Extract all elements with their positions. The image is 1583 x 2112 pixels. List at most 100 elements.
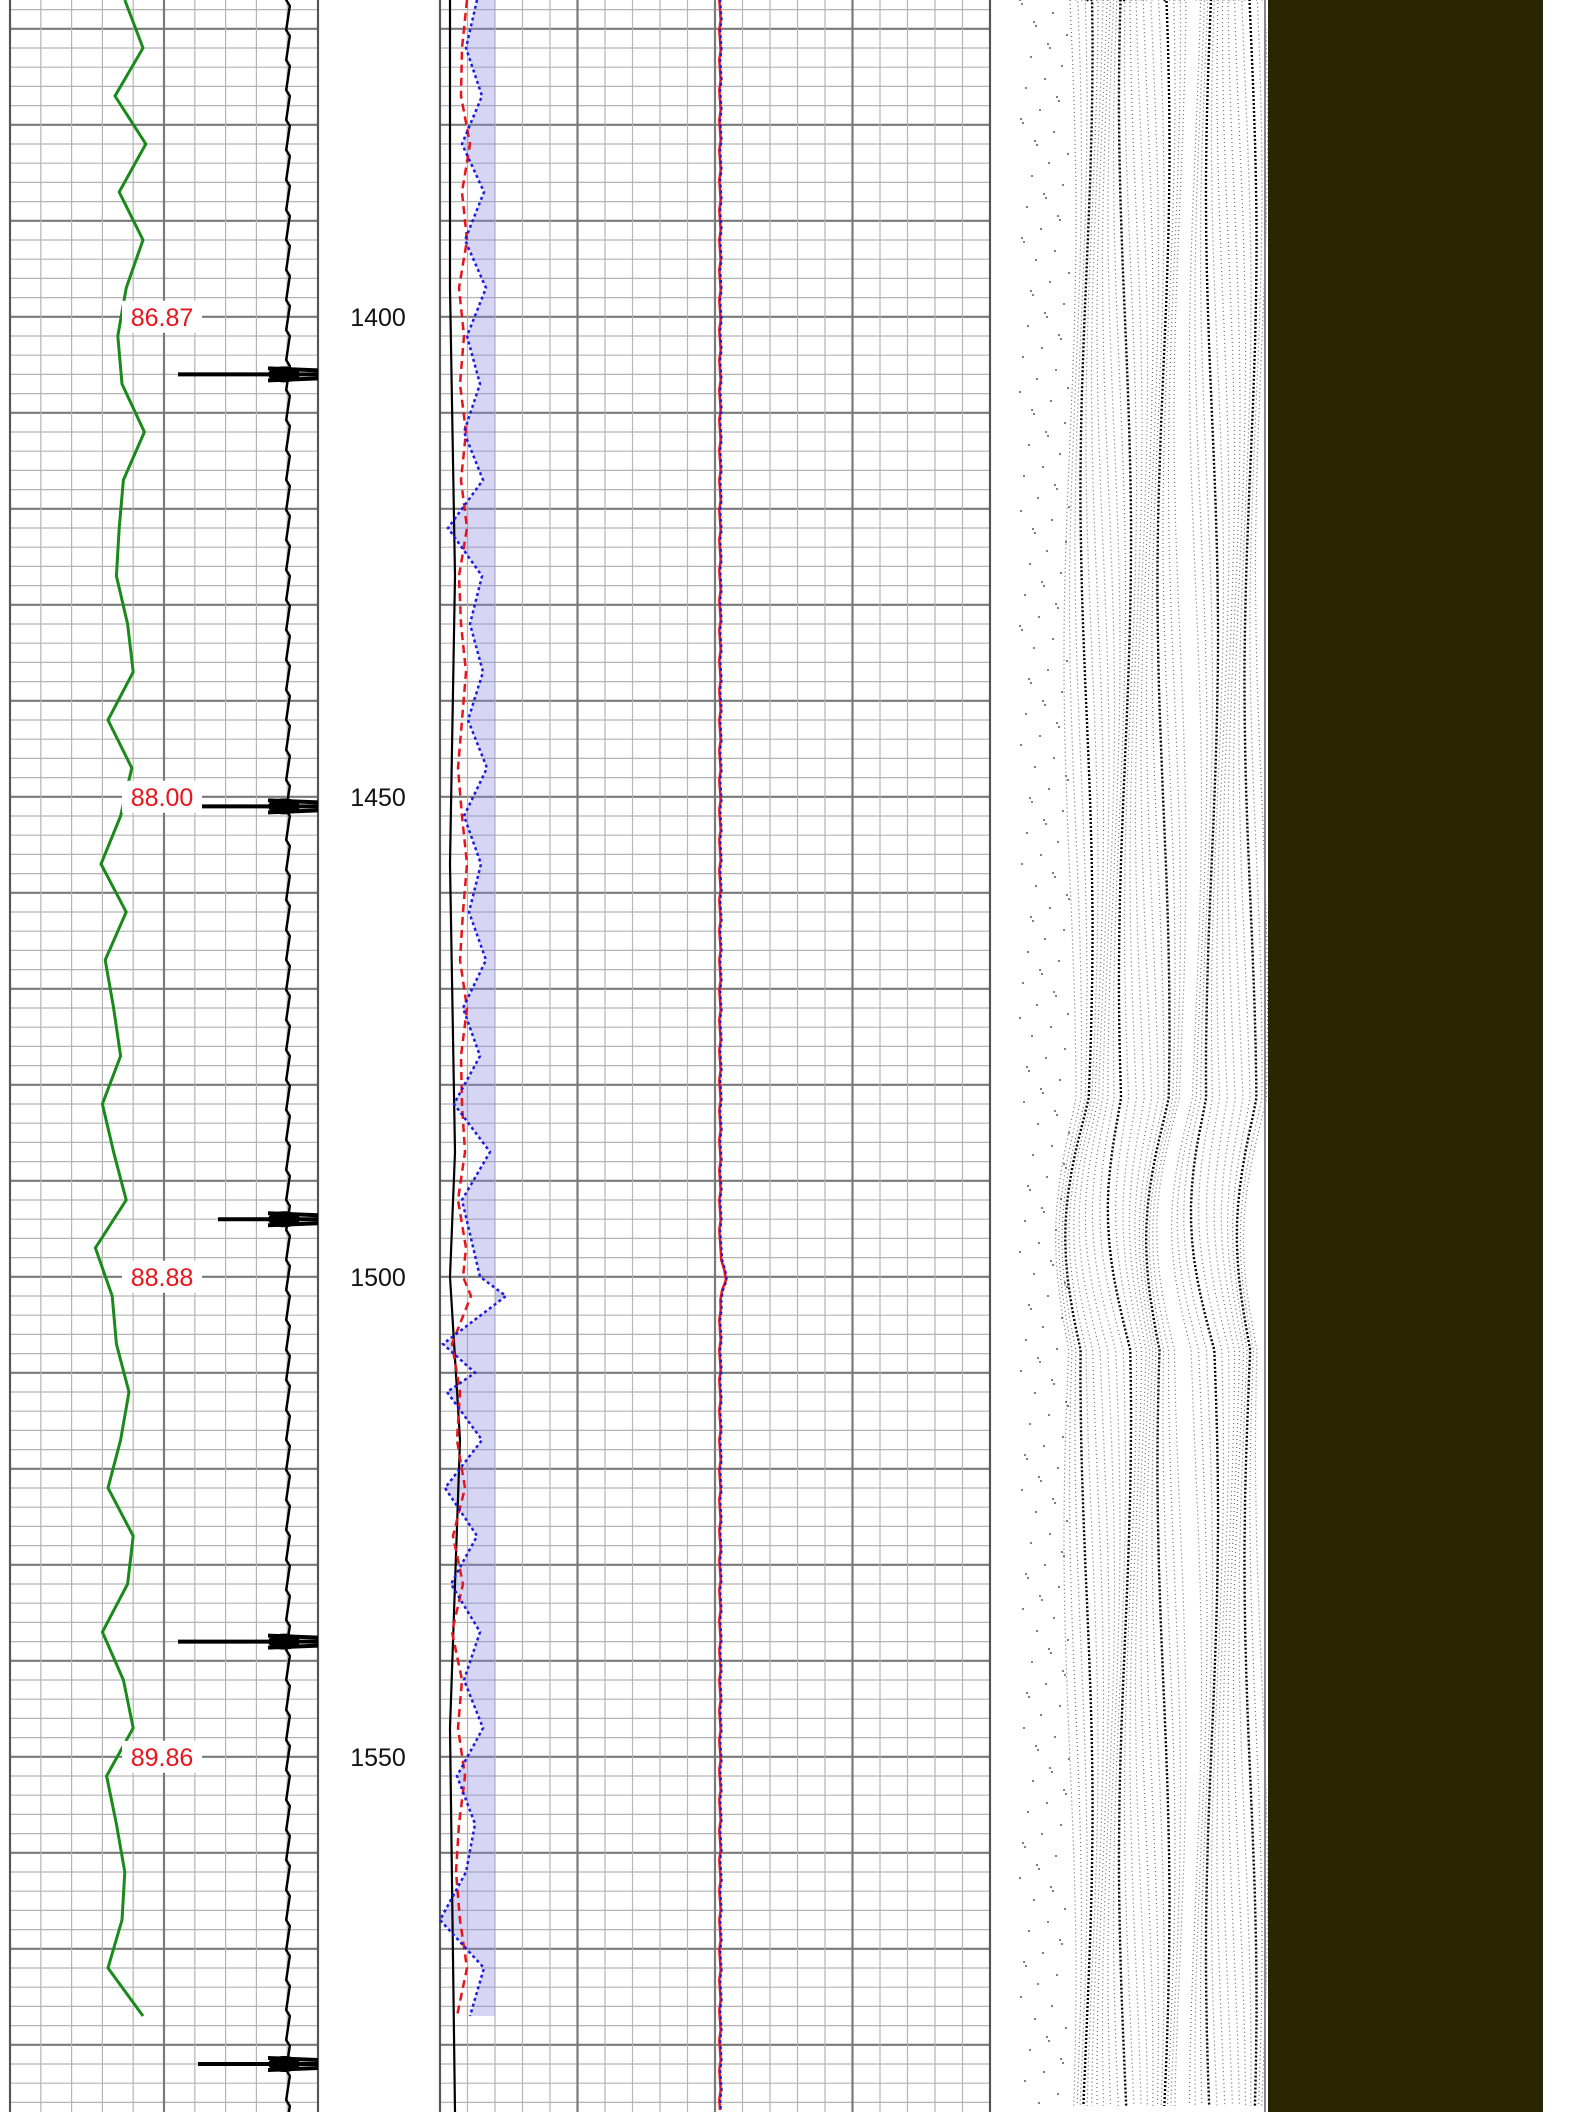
depth-label: 1500 bbox=[350, 1264, 406, 1292]
image-track-dot bbox=[1029, 2049, 1031, 2051]
image-track-dot bbox=[1040, 228, 1042, 230]
image-track-dot bbox=[1059, 1079, 1061, 1081]
image-track-dot bbox=[1035, 1745, 1037, 1747]
image-track-dot bbox=[1043, 585, 1045, 587]
image-track-dot bbox=[1020, 510, 1022, 512]
image-track-dot bbox=[1051, 2005, 1053, 2007]
depth-label: 1400 bbox=[350, 304, 406, 332]
image-track-dot bbox=[1056, 722, 1058, 724]
image-track-dot bbox=[1063, 1555, 1065, 1557]
image-track-dot bbox=[1042, 1952, 1044, 1954]
image-track-dot bbox=[1064, 1674, 1066, 1676]
image-track-dot bbox=[1056, 1974, 1058, 1976]
image-track-dot bbox=[1040, 854, 1042, 856]
image-track-dot bbox=[1066, 660, 1068, 662]
image-track-dot bbox=[1046, 1176, 1048, 1178]
black-curve-spike-core bbox=[268, 366, 300, 383]
image-track-trace bbox=[1091, 0, 1121, 2107]
log-curves bbox=[93, 0, 728, 2112]
black-curve-spike-core bbox=[268, 1633, 300, 1650]
image-track-dot bbox=[1032, 1780, 1034, 1782]
image-track-dot bbox=[1051, 519, 1053, 521]
image-track-dot bbox=[1042, 466, 1044, 468]
image-track-dot bbox=[1041, 347, 1043, 349]
image-track-dot bbox=[1060, 2058, 1062, 2060]
image-track-dot bbox=[1020, 1370, 1022, 1372]
image-track-dot bbox=[1053, 991, 1055, 993]
image-track-dot bbox=[1053, 131, 1055, 133]
image-track-dot bbox=[1033, 647, 1035, 649]
image-track-dot bbox=[1048, 162, 1050, 164]
image-track-dot bbox=[1035, 25, 1037, 27]
image-track-dot bbox=[1046, 1802, 1048, 1804]
image-track-dot bbox=[1058, 100, 1060, 102]
image-track-dot bbox=[1022, 1608, 1024, 1610]
image-track-dot bbox=[1060, 572, 1062, 574]
image-track-dot bbox=[1035, 885, 1037, 887]
image-track-dot bbox=[1058, 334, 1060, 336]
image-track-dot bbox=[1027, 1577, 1029, 1579]
image-track-dot bbox=[1067, 387, 1069, 389]
image-track-dot bbox=[1025, 1573, 1027, 1575]
image-track-dot bbox=[1055, 369, 1057, 371]
image-track-dot bbox=[1053, 757, 1055, 759]
image-track-dot bbox=[1058, 1586, 1060, 1588]
image-track-dot bbox=[1064, 1282, 1066, 1284]
image-track-dot bbox=[1034, 1392, 1036, 1394]
image-track-dot bbox=[1047, 1295, 1049, 1297]
image-track-dot bbox=[1030, 56, 1032, 58]
image-track-dot bbox=[1064, 1048, 1066, 1050]
image-track-dot bbox=[1029, 797, 1031, 799]
image-track-trace bbox=[1061, 0, 1088, 2107]
image-track-dot bbox=[1030, 1542, 1032, 1544]
solid-image-track bbox=[1268, 0, 1543, 2112]
image-track-trace bbox=[1138, 0, 1160, 2107]
image-track-dot bbox=[1026, 832, 1028, 834]
image-track-dot bbox=[1031, 801, 1033, 803]
image-track-dot bbox=[1057, 1467, 1059, 1469]
image-track-dot bbox=[1028, 678, 1030, 680]
image-track-dot bbox=[1041, 581, 1043, 583]
image-track-dot bbox=[1029, 1189, 1031, 1191]
image-track-dot bbox=[1064, 1908, 1066, 1910]
image-track-dot bbox=[1046, 550, 1048, 552]
image-track-dot bbox=[1060, 1198, 1062, 1200]
blue-curve bbox=[438, 0, 509, 2017]
inclination-label-bg bbox=[122, 780, 202, 813]
image-track-dot bbox=[1054, 250, 1056, 252]
image-track-trace bbox=[1134, 0, 1154, 2107]
image-track-dot bbox=[1061, 691, 1063, 693]
image-track-dot bbox=[1048, 2040, 1050, 2042]
image-track-dot bbox=[1020, 744, 1022, 746]
image-track-dot bbox=[1060, 338, 1062, 340]
black-curve-spike-core bbox=[268, 798, 300, 815]
inclination-label: 88.88 bbox=[131, 1264, 194, 1292]
image-track-trace bbox=[1242, 0, 1269, 2107]
image-track-dot bbox=[1035, 259, 1037, 261]
image-track-dot bbox=[1034, 2018, 1036, 2020]
image-track-dot bbox=[1067, 779, 1069, 781]
image-track-dot bbox=[1021, 1489, 1023, 1491]
red-curve bbox=[450, 0, 473, 2017]
image-track-dot bbox=[1022, 1842, 1024, 1844]
image-track-dot bbox=[1049, 47, 1051, 49]
image-track-dot bbox=[1020, 118, 1022, 120]
image-track-dot bbox=[1062, 2062, 1064, 2064]
image-track-dot bbox=[1044, 704, 1046, 706]
image-track-dot bbox=[1045, 1683, 1047, 1685]
image-track-dot bbox=[1048, 788, 1050, 790]
image-track-dot bbox=[1019, 1251, 1021, 1253]
image-track-dot bbox=[1053, 1617, 1055, 1619]
image-track-dot bbox=[1031, 1035, 1033, 1037]
image-track-trace bbox=[1239, 0, 1263, 2107]
image-track-dot bbox=[1068, 1132, 1070, 1134]
image-track-dot bbox=[1026, 1458, 1028, 1460]
image-track-dot bbox=[1065, 541, 1067, 543]
image-track-dot bbox=[1031, 409, 1033, 411]
image-track-dot bbox=[1059, 219, 1061, 221]
image-track-dot bbox=[1063, 929, 1065, 931]
image-track-dot bbox=[1063, 1789, 1065, 1791]
image-track-trace bbox=[1176, 0, 1208, 2107]
image-track-dot bbox=[1046, 316, 1048, 318]
